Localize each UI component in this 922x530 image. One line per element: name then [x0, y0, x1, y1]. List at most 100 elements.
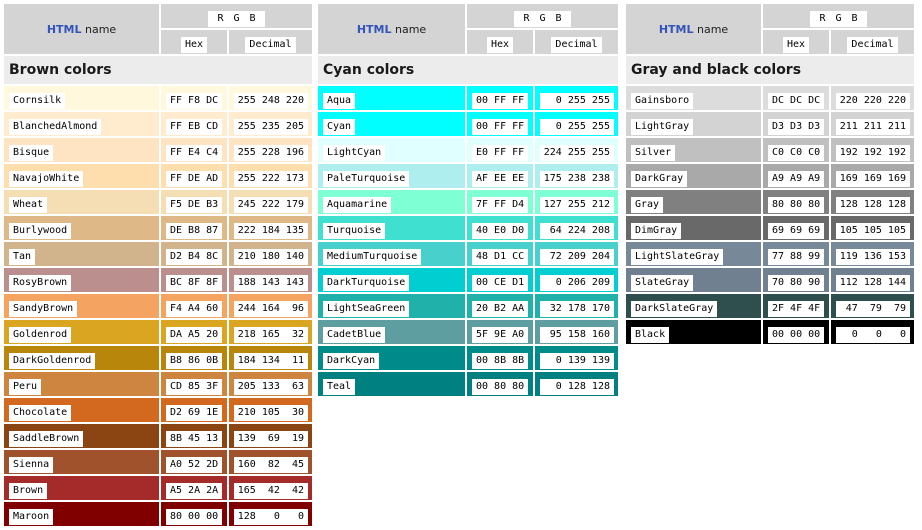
decimal-value-cell: 245 222 179: [229, 190, 312, 214]
color-name-cell: BlanchedAlmond: [4, 112, 159, 136]
color-row: PaleTurquoise AF EE EE 175 238 238: [318, 164, 618, 188]
hex-value-cell: 00 CE D1: [467, 268, 533, 292]
decimal-value-cell: 128 0 0: [229, 502, 312, 526]
color-row: Silver C0 C0 C0 192 192 192: [626, 138, 914, 162]
hex-value-cell: A5 2A 2A: [161, 476, 227, 500]
decimal-header: Decimal: [535, 30, 618, 54]
color-row: Maroon 80 00 00 128 0 0: [4, 502, 312, 526]
decimal-value: 0 128 128: [539, 378, 614, 395]
decimal-value: 224 255 255: [539, 144, 614, 161]
header-row: HTML name R G B: [318, 4, 618, 54]
hex-value-cell: A9 A9 A9: [763, 164, 829, 188]
hex-value-cell: 00 8B 8B: [467, 346, 533, 370]
table-header: HTML name R G B Hex Decimal: [318, 4, 618, 54]
hex-value: D2 69 1E: [166, 404, 223, 421]
color-row: Teal 00 80 80 0 128 128: [318, 372, 618, 396]
color-name-cell: Cyan: [318, 112, 465, 136]
color-name: LightGray: [631, 118, 694, 135]
hex-value: 5F 9E A0: [472, 326, 529, 343]
hex-value: 00 00 00: [768, 326, 825, 343]
hex-value-cell: 80 00 00: [161, 502, 227, 526]
cyan-colors-table: HTML name R G B Hex Decimal Cyan colors Aqua 00…: [316, 2, 620, 398]
color-name-cell: SandyBrown: [4, 294, 159, 318]
color-name: DarkGoldenrod: [9, 352, 96, 369]
hex-value: 00 FF FF: [472, 92, 529, 109]
hex-value: 48 D1 CC: [472, 248, 529, 265]
color-name-cell: RosyBrown: [4, 268, 159, 292]
decimal-value: 255 248 220: [233, 92, 308, 109]
color-name-cell: Silver: [626, 138, 761, 162]
decimal-value-cell: 72 209 204: [535, 242, 618, 266]
color-name-cell: Aqua: [318, 86, 465, 110]
decimal-header: Decimal: [229, 30, 312, 54]
color-name-cell: LightCyan: [318, 138, 465, 162]
color-row: DarkSlateGray 2F 4F 4F 47 79 79: [626, 294, 914, 318]
header-row: Hex Decimal: [318, 30, 618, 54]
gray-black-colors-table: HTML name R G B Hex Decimal Gray and black co…: [624, 2, 916, 346]
decimal-value: 211 211 211: [835, 118, 910, 135]
table-header: HTML name R G B Hex Decimal: [4, 4, 312, 54]
hex-value-cell: 5F 9E A0: [467, 320, 533, 344]
decimal-value-cell: 255 222 173: [229, 164, 312, 188]
hex-label: Hex: [782, 36, 810, 53]
hex-value-cell: 40 E0 D0: [467, 216, 533, 240]
hex-value-cell: FF DE AD: [161, 164, 227, 188]
color-row: Gainsboro DC DC DC 220 220 220: [626, 86, 914, 110]
hex-value: E0 FF FF: [472, 144, 529, 161]
color-row: DarkGoldenrod B8 86 0B 184 134 11: [4, 346, 312, 370]
hex-value-cell: 80 80 80: [763, 190, 829, 214]
color-name-cell: NavajoWhite: [4, 164, 159, 188]
decimal-value: 210 105 30: [233, 404, 308, 421]
rgb-b-label: B: [249, 12, 256, 24]
color-name: SaddleBrown: [9, 430, 84, 447]
hex-value: 7F FF D4: [472, 196, 529, 213]
rgb-r-label: R: [819, 12, 826, 24]
hex-value-cell: DC DC DC: [763, 86, 829, 110]
html-label: HTML: [658, 22, 694, 36]
decimal-value-cell: 64 224 208: [535, 216, 618, 240]
color-row: LightSeaGreen 20 B2 AA 32 178 170: [318, 294, 618, 318]
hex-label: Hex: [486, 36, 514, 53]
color-name-cell: Gray: [626, 190, 761, 214]
color-row: Turquoise 40 E0 D0 64 224 208: [318, 216, 618, 240]
decimal-value: 244 164 96: [233, 300, 308, 317]
hex-value: A9 A9 A9: [768, 170, 825, 187]
hex-value-cell: FF EB CD: [161, 112, 227, 136]
hex-value: FF DE AD: [166, 170, 223, 187]
color-row: RosyBrown BC 8F 8F 188 143 143: [4, 268, 312, 292]
html-label: HTML: [46, 22, 82, 36]
color-name: Brown: [9, 482, 48, 499]
decimal-value-cell: 0 206 209: [535, 268, 618, 292]
decimal-value-cell: 0 0 0: [831, 320, 914, 344]
color-name: Wheat: [9, 196, 48, 213]
decimal-value: 218 165 32: [233, 326, 308, 343]
color-name: Sienna: [9, 456, 54, 473]
rgb-g-label: G: [835, 12, 842, 24]
color-name: Aqua: [323, 92, 356, 109]
color-row: DarkCyan 00 8B 8B 0 139 139: [318, 346, 618, 370]
color-row: Cornsilk FF F8 DC 255 248 220: [4, 86, 312, 110]
hex-value-cell: 8B 45 13: [161, 424, 227, 448]
hex-value: DA A5 20: [166, 326, 223, 343]
color-name: Cornsilk: [9, 92, 66, 109]
decimal-value-cell: 105 105 105: [831, 216, 914, 240]
section-title-row: Gray and black colors: [626, 56, 914, 84]
color-name-cell: SaddleBrown: [4, 424, 159, 448]
color-name-cell: SlateGray: [626, 268, 761, 292]
hex-value: 20 B2 AA: [472, 300, 529, 317]
hex-value: 00 FF FF: [472, 118, 529, 135]
decimal-value: 169 169 169: [835, 170, 910, 187]
decimal-value: 128 128 128: [835, 196, 910, 213]
hex-value: D2 B4 8C: [166, 248, 223, 265]
hex-value: C0 C0 C0: [768, 144, 825, 161]
section-title: Gray and black colors: [626, 56, 914, 84]
color-row: Black 00 00 00 0 0 0: [626, 320, 914, 344]
decimal-value: 160 82 45: [233, 456, 308, 473]
hex-value: 00 80 80: [472, 378, 529, 395]
color-row: Cyan 00 FF FF 0 255 255: [318, 112, 618, 136]
hex-value-cell: AF EE EE: [467, 164, 533, 188]
